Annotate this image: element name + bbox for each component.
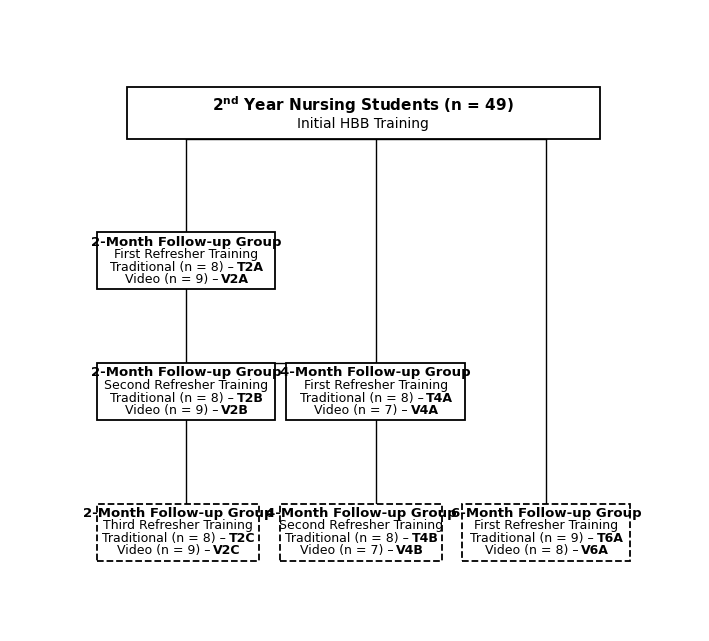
Text: Second Refresher Training: Second Refresher Training: [279, 519, 443, 532]
Text: Video (n = 9) –: Video (n = 9) –: [116, 544, 214, 558]
Text: T2C: T2C: [228, 532, 255, 545]
Text: Video (n = 8) –: Video (n = 8) –: [485, 544, 582, 558]
Text: Second Refresher Training: Second Refresher Training: [104, 379, 268, 392]
Text: First Refresher Training: First Refresher Training: [114, 248, 258, 261]
Text: Traditional (n = 8) –: Traditional (n = 8) –: [300, 392, 428, 404]
Text: T2B: T2B: [237, 392, 264, 404]
Bar: [462, 504, 630, 561]
Text: T2A: T2A: [237, 261, 264, 274]
Text: Video (n = 9) –: Video (n = 9) –: [125, 404, 223, 417]
Bar: [97, 504, 259, 561]
Text: Traditional (n = 8) –: Traditional (n = 8) –: [110, 261, 238, 274]
Text: Video (n = 7) –: Video (n = 7) –: [300, 544, 397, 558]
Text: V2C: V2C: [213, 544, 240, 558]
Text: Traditional (n = 8) –: Traditional (n = 8) –: [285, 532, 413, 545]
Text: Video (n = 9) –: Video (n = 9) –: [125, 273, 223, 286]
Text: V6A: V6A: [581, 544, 609, 558]
Text: T6A: T6A: [596, 532, 623, 545]
Text: First Refresher Training: First Refresher Training: [303, 379, 448, 392]
Text: 2-Month Follow-up Group: 2-Month Follow-up Group: [83, 507, 273, 520]
Bar: [280, 504, 442, 561]
Text: V2B: V2B: [221, 404, 249, 417]
Text: 2$^\mathregular{nd}$ Year Nursing Students (n = 49): 2$^\mathregular{nd}$ Year Nursing Studen…: [213, 94, 514, 116]
Text: T4B: T4B: [411, 532, 438, 545]
Text: 2-Month Follow-up Group: 2-Month Follow-up Group: [91, 367, 281, 379]
Bar: [286, 363, 465, 420]
Text: Video (n = 7) –: Video (n = 7) –: [315, 404, 412, 417]
Text: Traditional (n = 8) –: Traditional (n = 8) –: [110, 392, 238, 404]
Text: V4A: V4A: [411, 404, 439, 417]
Text: Initial HBB Training: Initial HBB Training: [297, 117, 430, 131]
Text: Traditional (n = 8) –: Traditional (n = 8) –: [102, 532, 230, 545]
Bar: [97, 233, 275, 289]
Text: Traditional (n = 9) –: Traditional (n = 9) –: [470, 532, 598, 545]
Text: V4B: V4B: [396, 544, 424, 558]
Text: T4A: T4A: [426, 392, 453, 404]
Text: 2-Month Follow-up Group: 2-Month Follow-up Group: [91, 235, 281, 249]
Text: 4-Month Follow-up Group: 4-Month Follow-up Group: [281, 367, 471, 379]
Text: 4-Month Follow-up Group: 4-Month Follow-up Group: [266, 507, 456, 520]
Bar: [97, 363, 275, 420]
Text: V2A: V2A: [221, 273, 249, 286]
Text: Third Refresher Training: Third Refresher Training: [103, 519, 253, 532]
Text: First Refresher Training: First Refresher Training: [474, 519, 618, 532]
Bar: [127, 87, 600, 138]
Text: 6-Month Follow-up Group: 6-Month Follow-up Group: [451, 507, 642, 520]
